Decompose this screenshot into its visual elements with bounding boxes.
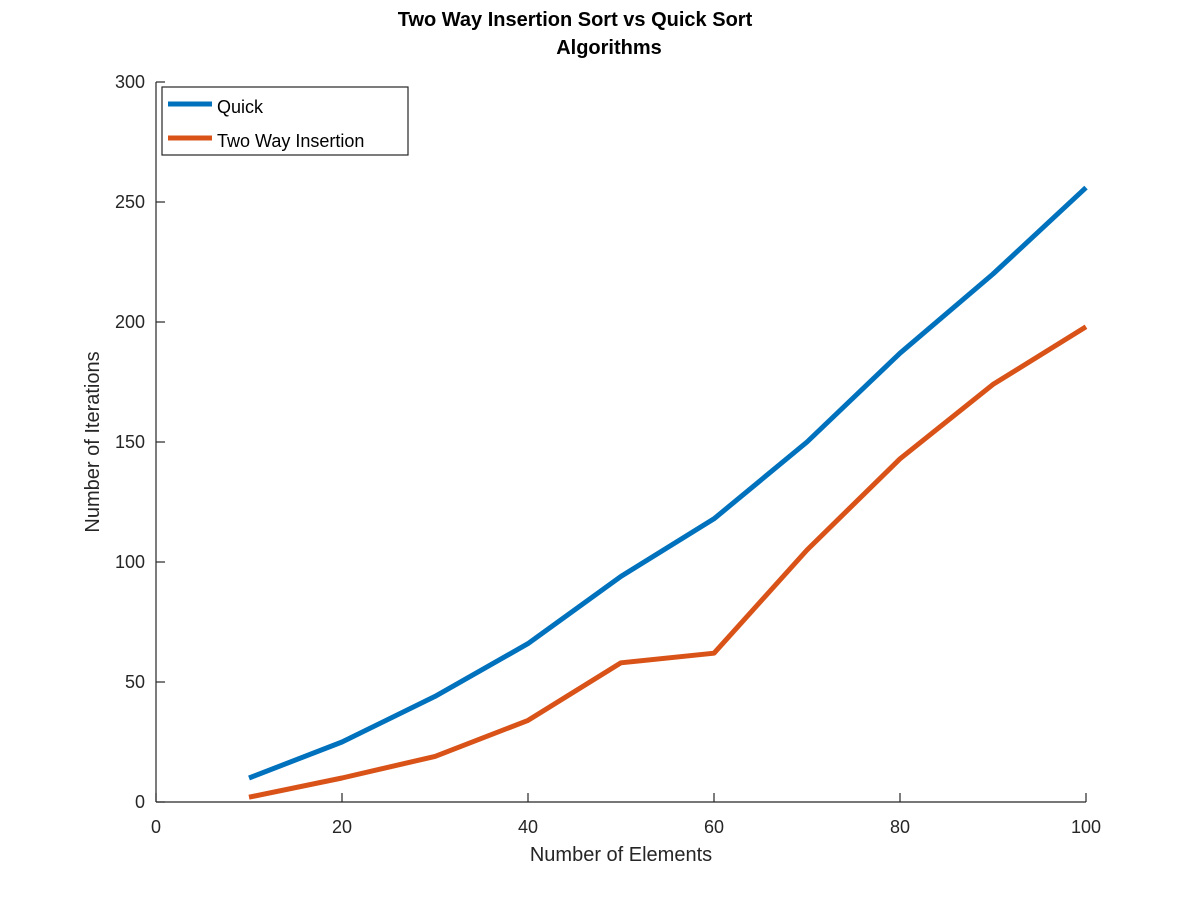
legend: Quick Two Way Insertion — [161, 86, 409, 156]
x-tick-label: 40 — [518, 817, 538, 837]
y-tick-label: 250 — [115, 192, 145, 212]
y-tick-label: 150 — [115, 432, 145, 452]
chart-title: Two Way Insertion Sort vs Quick Sort Alg… — [398, 9, 753, 59]
x-tick-label: 80 — [890, 817, 910, 837]
legend-label-quick: Quick — [217, 97, 264, 117]
x-ticks: 0 20 40 60 80 100 — [151, 793, 1101, 837]
y-tick-label: 100 — [115, 552, 145, 572]
y-tick-label: 0 — [135, 792, 145, 812]
y-axis-label: Number of Iterations — [82, 351, 104, 532]
legend-label-two-way-insertion: Two Way Insertion — [217, 131, 364, 151]
x-tick-label: 60 — [704, 817, 724, 837]
x-tick-label: 20 — [332, 817, 352, 837]
series-line-two-way-insertion — [248, 324, 1088, 800]
chart-title-line-2: Algorithms — [556, 37, 662, 59]
y-tick-label: 300 — [115, 72, 145, 92]
y-tick-label: 50 — [125, 672, 145, 692]
x-tick-label: 0 — [151, 817, 161, 837]
series-lines — [248, 185, 1088, 800]
axes: 0 20 40 60 80 100 0 50 100 150 200 250 300 — [115, 72, 1101, 837]
y-tick-label: 200 — [115, 312, 145, 332]
series-line-quick — [248, 185, 1088, 781]
x-axis-label: Number of Elements — [530, 844, 712, 866]
chart-title-line-1: Two Way Insertion Sort vs Quick Sort — [398, 9, 753, 31]
x-tick-label: 100 — [1071, 817, 1101, 837]
legend-box — [161, 86, 409, 156]
y-ticks: 0 50 100 150 200 250 300 — [115, 72, 165, 812]
